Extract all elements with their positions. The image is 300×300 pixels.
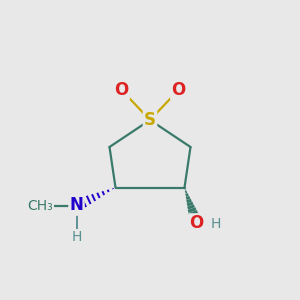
Text: S: S: [144, 111, 156, 129]
Text: CH₃: CH₃: [28, 199, 53, 212]
Text: O: O: [189, 214, 204, 232]
Text: O: O: [114, 81, 129, 99]
Text: H: H: [71, 230, 82, 244]
Text: N: N: [70, 196, 83, 214]
Text: H: H: [211, 217, 221, 230]
Text: O: O: [171, 81, 186, 99]
